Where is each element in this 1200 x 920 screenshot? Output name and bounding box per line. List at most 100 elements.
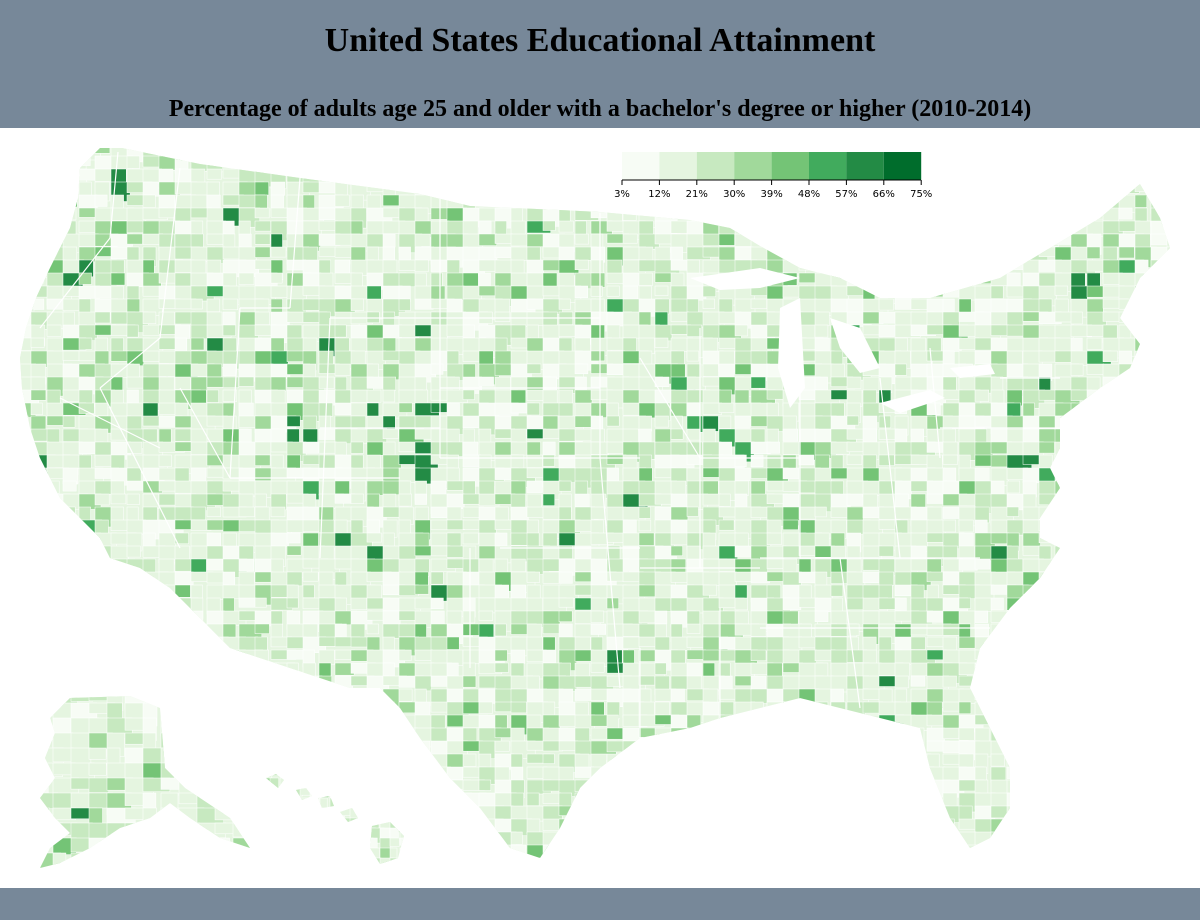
county	[190, 610, 204, 630]
county	[702, 766, 716, 781]
county	[862, 714, 882, 726]
county	[30, 740, 46, 754]
county	[1070, 545, 1089, 562]
county	[174, 831, 194, 848]
county	[1038, 376, 1051, 392]
county	[1102, 688, 1118, 702]
county	[622, 207, 637, 221]
county	[1134, 194, 1148, 208]
county	[399, 787, 404, 800]
county	[318, 441, 337, 454]
county	[894, 233, 909, 251]
county	[1022, 714, 1040, 725]
county	[1166, 701, 1170, 722]
county	[206, 506, 221, 517]
county	[30, 714, 47, 732]
county	[494, 363, 513, 376]
county	[318, 259, 331, 275]
legend-tick-label: 66%	[873, 189, 895, 200]
county	[94, 844, 117, 858]
county	[750, 467, 769, 479]
county	[974, 675, 1001, 694]
county	[1038, 675, 1058, 695]
county	[1150, 753, 1170, 764]
hawaii-map	[266, 774, 404, 864]
county	[494, 506, 509, 521]
county	[910, 662, 929, 677]
county	[910, 259, 937, 273]
county	[750, 779, 771, 798]
legend-tick-label: 48%	[798, 189, 820, 200]
county	[40, 867, 57, 868]
county	[559, 871, 574, 886]
county	[254, 220, 271, 232]
county	[62, 506, 76, 525]
county	[830, 402, 845, 418]
county	[1086, 363, 1105, 375]
county	[1022, 727, 1035, 746]
county	[206, 675, 223, 692]
county	[1054, 623, 1069, 637]
county	[1103, 871, 1117, 888]
county	[1118, 636, 1131, 651]
county	[702, 285, 717, 298]
county	[782, 831, 807, 849]
county	[1070, 532, 1092, 551]
county	[494, 558, 509, 573]
county	[238, 740, 258, 757]
county	[926, 207, 948, 222]
county	[174, 207, 192, 222]
county	[1150, 311, 1166, 326]
county	[590, 779, 608, 790]
county	[279, 847, 294, 864]
county	[266, 817, 277, 827]
county	[959, 871, 974, 883]
county	[1022, 844, 1045, 858]
county	[126, 155, 140, 169]
county	[78, 168, 98, 181]
county	[160, 792, 179, 813]
county	[1054, 519, 1071, 536]
county	[590, 207, 607, 219]
county	[1022, 597, 1042, 613]
county	[910, 844, 925, 858]
county	[366, 792, 389, 809]
county	[158, 623, 177, 639]
county	[830, 805, 851, 823]
county	[78, 571, 94, 588]
county	[318, 857, 335, 858]
county	[494, 727, 511, 738]
county	[20, 155, 27, 168]
county	[1134, 805, 1151, 820]
county	[654, 792, 679, 808]
county	[40, 822, 64, 836]
county	[299, 857, 315, 864]
county	[366, 805, 390, 822]
county	[734, 688, 753, 705]
county	[430, 571, 444, 585]
county	[126, 389, 139, 405]
county	[1118, 519, 1134, 541]
county	[574, 649, 594, 662]
county	[1166, 181, 1170, 192]
county	[958, 148, 981, 161]
county	[654, 753, 670, 765]
county	[495, 871, 511, 883]
county	[734, 207, 752, 221]
county	[878, 545, 894, 557]
county	[766, 701, 785, 716]
county	[830, 363, 845, 379]
county	[1134, 311, 1148, 331]
county	[238, 714, 262, 734]
county	[78, 649, 101, 670]
county	[334, 259, 351, 275]
county	[382, 792, 405, 807]
county	[1086, 441, 1102, 457]
county	[190, 337, 205, 351]
county	[40, 702, 53, 715]
county	[178, 732, 206, 753]
county	[232, 837, 250, 859]
county	[910, 727, 925, 749]
county	[222, 766, 240, 786]
county	[319, 827, 333, 843]
